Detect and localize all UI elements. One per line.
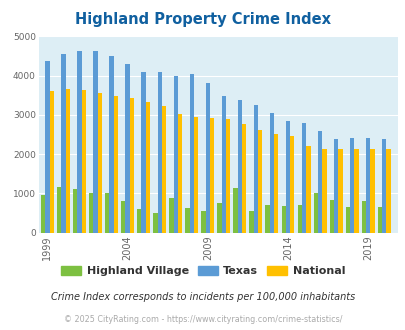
- Bar: [73, 189, 77, 233]
- Bar: [369, 149, 374, 233]
- Bar: [365, 138, 369, 233]
- Bar: [130, 98, 134, 233]
- Bar: [386, 149, 390, 233]
- Bar: [49, 91, 54, 233]
- Bar: [77, 51, 81, 233]
- Bar: [89, 193, 93, 233]
- Bar: [301, 123, 305, 233]
- Text: Highland Property Crime Index: Highland Property Crime Index: [75, 12, 330, 26]
- Bar: [93, 51, 98, 233]
- Bar: [45, 61, 49, 233]
- Bar: [337, 149, 342, 233]
- Bar: [201, 211, 205, 233]
- Bar: [205, 83, 209, 233]
- Bar: [290, 136, 294, 233]
- Bar: [209, 118, 214, 233]
- Bar: [153, 213, 157, 233]
- Bar: [354, 149, 358, 233]
- Bar: [333, 139, 337, 233]
- Bar: [377, 207, 381, 233]
- Bar: [253, 105, 258, 233]
- Bar: [113, 96, 118, 233]
- Bar: [305, 146, 310, 233]
- Bar: [269, 113, 273, 233]
- Bar: [57, 187, 61, 233]
- Bar: [249, 211, 253, 233]
- Bar: [313, 193, 317, 233]
- Bar: [66, 89, 70, 233]
- Bar: [226, 119, 230, 233]
- Bar: [162, 106, 166, 233]
- Bar: [98, 93, 102, 233]
- Bar: [361, 201, 365, 233]
- Bar: [169, 198, 173, 233]
- Bar: [265, 205, 269, 233]
- Bar: [185, 208, 189, 233]
- Bar: [137, 209, 141, 233]
- Bar: [121, 201, 125, 233]
- Bar: [237, 100, 241, 233]
- Bar: [317, 131, 322, 233]
- Bar: [221, 96, 226, 233]
- Bar: [125, 64, 130, 233]
- Text: © 2025 CityRating.com - https://www.cityrating.com/crime-statistics/: © 2025 CityRating.com - https://www.city…: [64, 315, 341, 324]
- Bar: [297, 205, 301, 233]
- Bar: [233, 188, 237, 233]
- Bar: [345, 207, 349, 233]
- Bar: [349, 138, 354, 233]
- Bar: [273, 135, 278, 233]
- Bar: [105, 193, 109, 233]
- Bar: [194, 117, 198, 233]
- Bar: [258, 130, 262, 233]
- Bar: [285, 121, 290, 233]
- Bar: [157, 72, 162, 233]
- Bar: [177, 114, 182, 233]
- Bar: [81, 90, 86, 233]
- Bar: [241, 124, 246, 233]
- Bar: [173, 76, 177, 233]
- Bar: [322, 149, 326, 233]
- Legend: Highland Village, Texas, National: Highland Village, Texas, National: [56, 261, 349, 280]
- Bar: [189, 74, 194, 233]
- Bar: [61, 53, 66, 233]
- Bar: [141, 72, 145, 233]
- Bar: [329, 200, 333, 233]
- Bar: [145, 102, 150, 233]
- Text: Crime Index corresponds to incidents per 100,000 inhabitants: Crime Index corresponds to incidents per…: [51, 292, 354, 302]
- Bar: [41, 195, 45, 233]
- Bar: [109, 56, 113, 233]
- Bar: [381, 139, 386, 233]
- Bar: [217, 203, 221, 233]
- Bar: [281, 206, 285, 233]
